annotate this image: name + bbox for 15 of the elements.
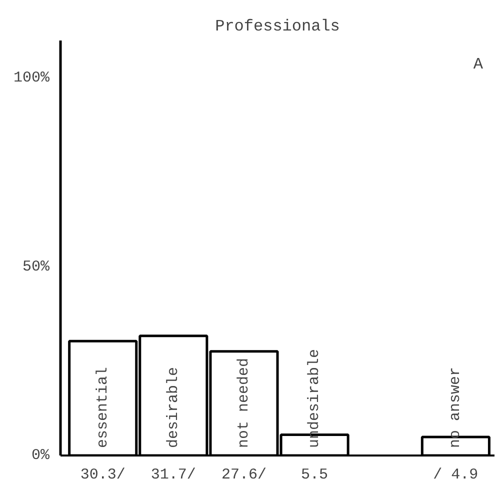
chart-title: Professionals (215, 18, 340, 36)
y-tick-label: 100% (13, 70, 50, 87)
x-tick-label: essential (94, 366, 112, 448)
data-label: 27.6/ (221, 466, 266, 484)
data-label: 31.7/ (150, 466, 196, 484)
y-tick-label: 50% (22, 258, 50, 276)
data-label: 30.3/ (80, 466, 126, 484)
x-tick-label: not needed (235, 358, 252, 448)
annotation: A (473, 56, 484, 74)
data-label: / 4.9 (433, 466, 478, 484)
y-tick-label: 0% (31, 447, 50, 464)
x-tick-label: undesirable (306, 348, 324, 448)
data-label: 5.5 (301, 466, 328, 484)
x-tick-label: no answer (447, 366, 464, 448)
x-tick-label: desirable (164, 366, 182, 448)
